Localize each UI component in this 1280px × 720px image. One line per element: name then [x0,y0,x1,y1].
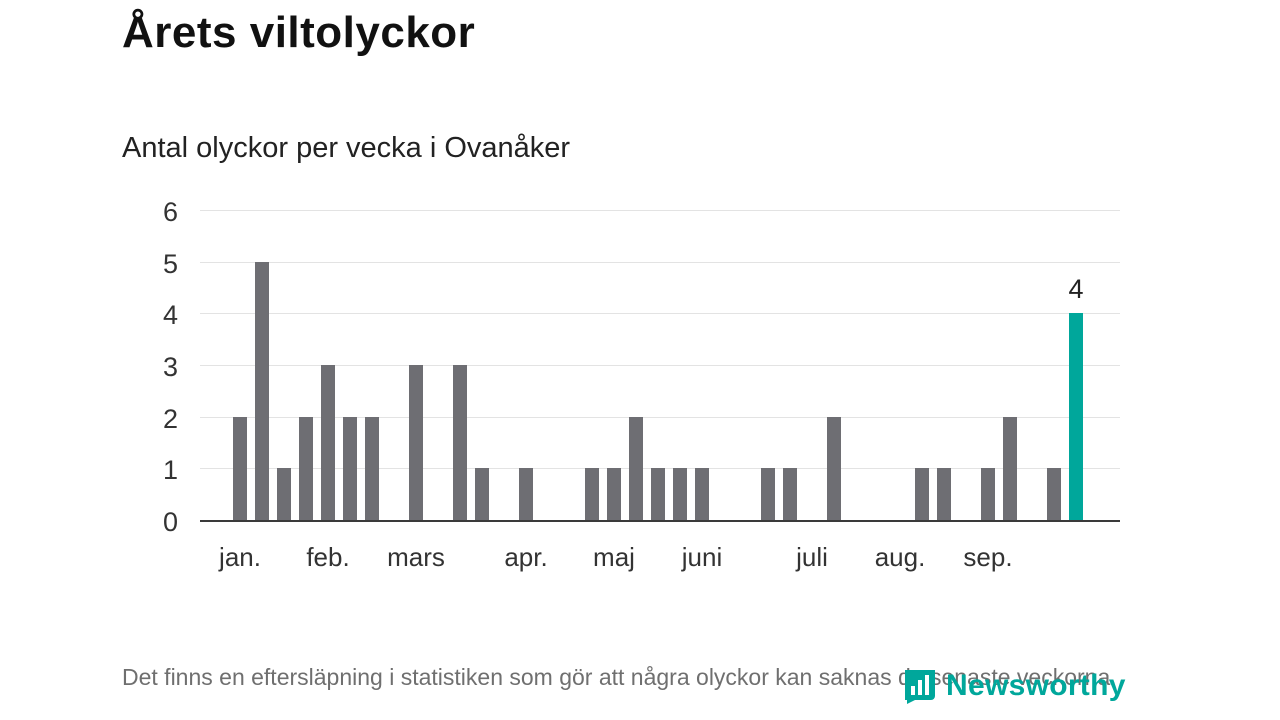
gridline [200,210,1120,211]
x-tick-label: feb. [306,542,350,572]
bar [629,416,643,520]
chart-subtitle: Antal olyckor per vecka i Ovanåker [122,132,571,164]
bar [1003,416,1017,520]
bar [585,468,599,520]
bar [277,468,291,520]
bar [453,365,467,520]
y-tick-label: 2 [162,403,178,434]
bar [761,468,775,520]
gridline [200,416,1120,418]
bar [695,468,709,520]
x-axis: jan. feb. mars apr. maj juni juli aug. sep. [200,538,1120,580]
y-tick-label: 3 [162,352,178,382]
newsworthy-logo-icon [903,668,937,704]
bar [827,416,841,520]
bar [409,365,423,520]
page-title: Årets viltolyckor [122,8,476,57]
x-tick-label: apr. [504,542,548,572]
bar [651,468,665,520]
y-tick-label: 0 [162,507,178,537]
bar [299,416,313,520]
bar [981,468,995,520]
gridline [200,261,1120,263]
bar [519,468,533,520]
bar [607,468,621,520]
plot-area: 4 [200,210,1120,522]
x-tick-label: jan. [219,542,261,572]
y-tick-label: 4 [162,300,178,331]
bar [475,468,489,520]
gridline [200,313,1120,315]
x-tick-label: sep. [963,542,1013,572]
bar [937,468,951,520]
x-tick-label: mars [387,542,445,572]
y-tick-label: 6 [162,197,178,227]
x-tick-label: aug. [874,542,926,572]
x-tick-label: juni [681,542,723,572]
x-tick-label: maj [593,542,635,572]
bar [915,468,929,520]
bar [783,468,797,520]
newsworthy-logo: Newsworthy [903,668,1126,704]
bar-highlight [1069,313,1083,520]
bar [233,416,247,520]
bar [1047,468,1061,520]
gridline [200,365,1120,366]
y-axis: 0 1 2 3 4 5 6 [110,197,188,537]
bar [365,416,379,520]
bar [255,261,269,520]
highlight-value-label: 4 [1068,274,1084,305]
x-tick-label: juli [796,542,828,572]
y-tick-label: 5 [162,248,178,279]
y-tick-label: 1 [162,455,178,486]
bar [321,365,335,520]
bar [673,468,687,520]
chart-footnote: Det finns en eftersläpning i statistiken… [122,664,1117,690]
bar [343,416,357,520]
newsworthy-logo-text: Newsworthy [946,669,1126,702]
